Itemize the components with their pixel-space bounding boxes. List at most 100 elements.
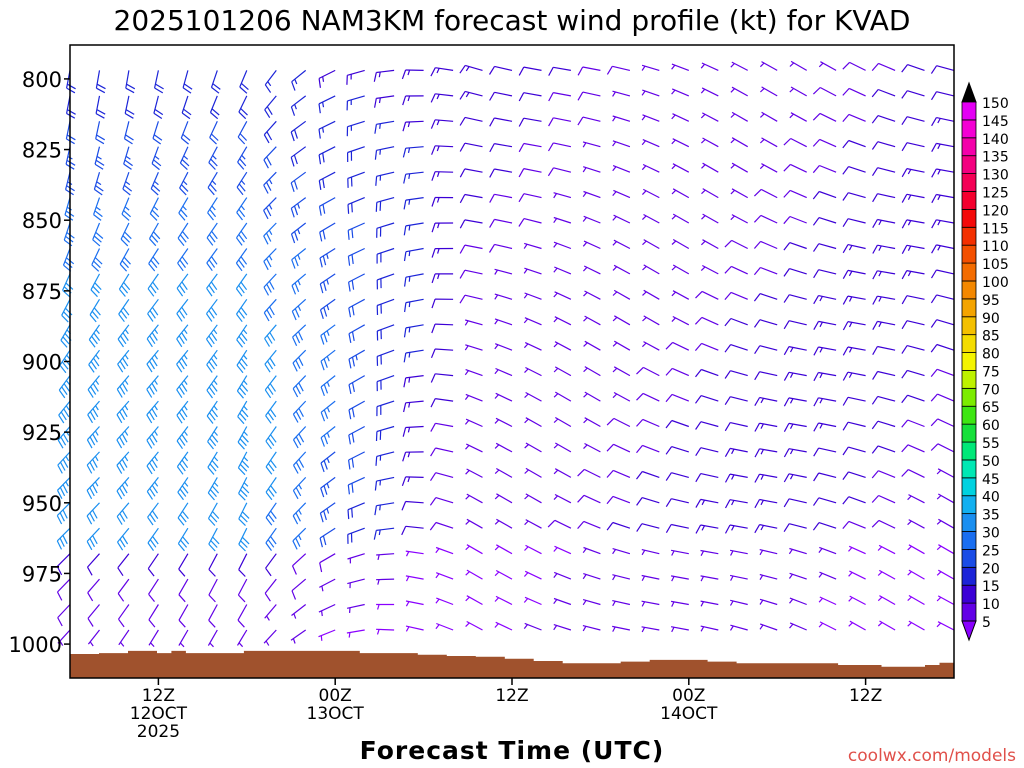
wind-barb [117,553,130,577]
wind-barb [146,477,159,500]
wind-barb [290,95,307,116]
wind-barb [582,190,601,199]
wind-barb [901,295,925,305]
wind-barb [877,544,896,555]
chart-title: 2025101206 NAM3KM forecast wind profile … [114,4,911,37]
wind-barb [577,116,601,126]
wind-barb [553,266,572,275]
wind-barb [612,625,631,632]
wind-barb [754,319,778,328]
wind-barb [347,502,365,520]
wind-barb [92,222,104,247]
wind-barb [641,213,660,224]
wind-barb [724,291,748,300]
wind-barb [700,600,719,607]
wind-barb [348,273,365,292]
wind-barb [206,400,218,424]
wind-barb [237,121,248,145]
wind-barb [435,546,454,555]
wind-barb [236,375,249,399]
wind-barb [812,86,837,97]
wind-barb [459,64,483,74]
wind-barb [148,629,159,648]
wind-barb [153,95,164,120]
wind-barb [818,621,837,631]
wind-barb [176,400,189,424]
wind-barb [239,70,249,94]
wind-barb [290,171,307,192]
wind-barb [319,273,336,294]
wind-barb [642,289,660,300]
wind-barb [318,171,336,190]
wind-barb [403,197,424,210]
wind-barb [848,620,866,631]
wind-barb [235,248,248,272]
wind-barb [842,113,866,122]
wind-barb [147,502,159,526]
wind-barb [724,473,748,483]
wind-barb [320,426,336,447]
wind-barb [291,298,307,321]
wind-barb [695,498,719,508]
wind-barb [263,120,277,144]
wind-barb [87,375,100,398]
wind-barb [264,324,277,347]
wind-barb [813,397,837,407]
wind-barb [724,524,748,534]
wind-barb [701,213,719,224]
wind-barb [348,324,365,344]
wind-barb [319,247,336,268]
y-tick-label: 825 [22,139,62,163]
wind-barb [263,629,277,646]
wind-barb [872,370,896,380]
wind-barb [783,215,807,225]
wind-barb [320,324,336,345]
wind-barb [818,596,837,606]
colorbar-segment [961,602,977,622]
wind-barb [848,545,866,555]
wind-barb [403,171,424,184]
colorbar-label: 15 [982,579,1000,595]
wind-barb [524,519,542,529]
wind-barb [401,500,424,511]
colorbar-label: 50 [982,454,1000,470]
wind-barb [901,394,925,404]
wind-barb [842,166,866,175]
wind-barb [320,451,336,473]
colorbar-label: 70 [982,382,1000,398]
wind-barb [95,95,106,119]
wind-barb [146,324,159,348]
wind-barb [930,91,955,101]
wind-barb [730,188,748,199]
wind-barb [612,90,631,97]
colorbar-label: 10 [982,597,1000,613]
wind-barb [901,419,925,428]
wind-barb [146,349,159,373]
wind-barb [208,527,220,552]
colorbar-label: 40 [982,490,1000,506]
wind-barb [724,447,748,457]
wind-barb [583,340,601,351]
wind-barb [636,418,660,428]
wind-barb [237,604,248,628]
wind-barb [813,269,837,279]
wind-barb [431,273,454,284]
wind-barb [524,442,542,453]
wind-barb [670,575,689,582]
wind-barb [401,525,424,536]
wind-barb [89,298,101,323]
wind-barb [783,294,807,303]
wind-barb [695,473,719,483]
y-tick-label: 925 [22,421,62,445]
colorbar-segment [961,423,977,443]
wind-barb [465,544,483,555]
wind-barb [518,142,542,153]
colorbar-segment [961,387,977,407]
wind-barb [842,396,866,406]
wind-barb [700,239,719,250]
wind-barb [813,295,837,305]
wind-barb [695,421,719,430]
wind-barb [347,578,365,589]
wind-barb [547,167,572,177]
wind-barb [582,166,601,173]
